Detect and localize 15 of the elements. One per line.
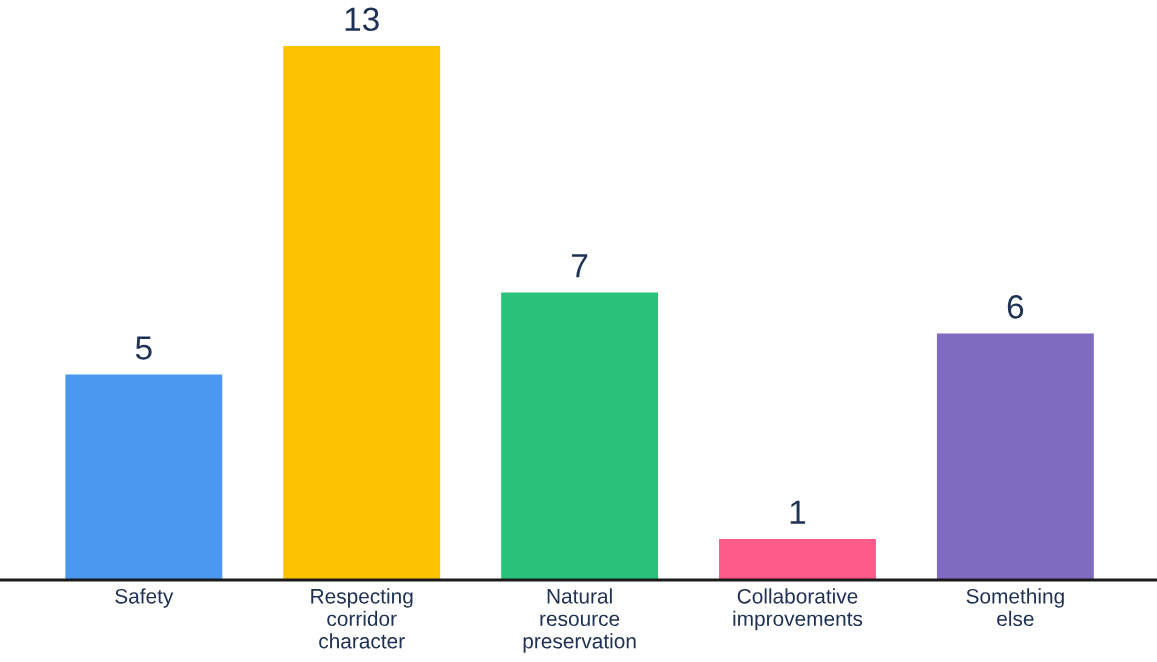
x-tick-label: Safety — [115, 588, 174, 608]
data-label: 6 — [1007, 295, 1024, 319]
bar — [719, 538, 876, 580]
x-tick-label: Respecting corridor character — [311, 588, 413, 649]
bar — [936, 333, 1094, 580]
bar — [65, 374, 223, 580]
data-label: 5 — [135, 336, 152, 360]
x-tick-label: Collaborative improvements — [733, 588, 863, 631]
data-label: 1 — [790, 500, 806, 524]
bar — [283, 46, 441, 580]
data-label: 13 — [345, 7, 379, 32]
data-label: 7 — [572, 254, 588, 278]
x-tick-label: Something else — [966, 588, 1064, 627]
x-tick-label: Natural resource preservation — [523, 588, 636, 653]
bar — [501, 292, 659, 580]
